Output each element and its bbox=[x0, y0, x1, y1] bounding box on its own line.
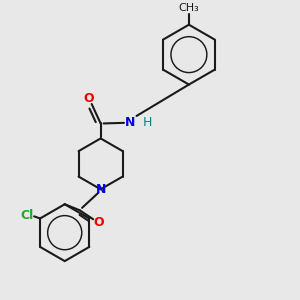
Text: O: O bbox=[83, 92, 94, 105]
Text: O: O bbox=[93, 216, 104, 229]
Text: H: H bbox=[142, 116, 152, 129]
Text: Cl: Cl bbox=[20, 209, 33, 222]
Text: CH₃: CH₃ bbox=[178, 3, 199, 13]
Text: N: N bbox=[125, 116, 136, 129]
Text: N: N bbox=[95, 183, 106, 196]
